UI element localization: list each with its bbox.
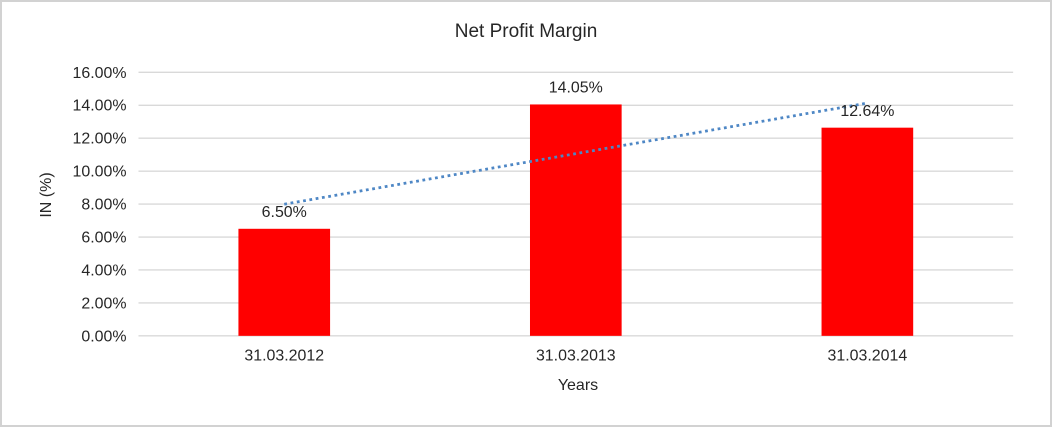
y-tick-label: 2.00% bbox=[81, 295, 126, 312]
y-tick-label: 12.00% bbox=[73, 131, 127, 148]
data-label: 6.50% bbox=[262, 204, 307, 221]
x-axis-title: Years bbox=[557, 377, 599, 394]
y-tick-label: 6.00% bbox=[81, 230, 126, 247]
y-tick-label: 0.00% bbox=[81, 328, 126, 345]
chart-title: Net Profit Margin bbox=[454, 21, 598, 42]
y-tick-label: 10.00% bbox=[73, 164, 127, 181]
bar-31.03.2013 bbox=[529, 104, 622, 336]
y-tick-label: 8.00% bbox=[81, 197, 126, 214]
y-tick-label: 14.00% bbox=[73, 98, 127, 115]
x-tick-label: 31.03.2014 bbox=[828, 348, 908, 365]
x-tick-label: 31.03.2012 bbox=[244, 348, 324, 365]
y-tick-label: 4.00% bbox=[81, 262, 126, 279]
data-label: 12.64% bbox=[840, 103, 894, 120]
bar-31.03.2014 bbox=[821, 127, 914, 336]
x-tick-label: 31.03.2013 bbox=[536, 348, 616, 365]
data-label: 14.05% bbox=[549, 80, 603, 97]
trendline bbox=[284, 101, 868, 206]
bar-31.03.2012 bbox=[238, 228, 331, 336]
y-tick-label: 16.00% bbox=[73, 65, 127, 82]
